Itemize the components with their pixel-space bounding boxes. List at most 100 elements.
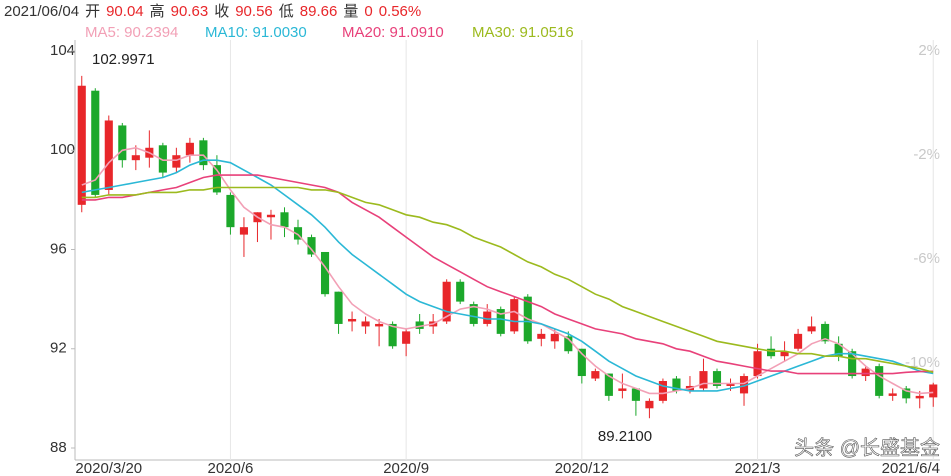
y2-tick-label: -2% bbox=[913, 146, 940, 163]
header-label: 2021/06/04 bbox=[4, 3, 79, 20]
y2-tick-label: -6% bbox=[913, 250, 940, 267]
y-tick-label: 92 bbox=[50, 340, 67, 357]
candle-body bbox=[118, 125, 127, 161]
x-tick-label: 2020/12 bbox=[555, 460, 609, 476]
candle-body bbox=[888, 393, 897, 396]
candle-body bbox=[307, 237, 316, 255]
watermark: 头条 @长盛基金 bbox=[794, 436, 940, 459]
x-tick-label: 2021/6/4 bbox=[882, 460, 940, 476]
legend-entry: MA10: 91.0030 bbox=[205, 24, 307, 41]
candle-body bbox=[780, 351, 789, 357]
y-tick-label: 88 bbox=[50, 439, 67, 456]
header-label: 低 bbox=[279, 3, 294, 20]
candle-body bbox=[280, 212, 289, 228]
y-tick-label: 104 bbox=[50, 42, 75, 59]
candle-body bbox=[212, 165, 221, 193]
y2-tick-label: 2% bbox=[918, 42, 940, 59]
candle-body bbox=[320, 251, 330, 295]
candle-body bbox=[104, 120, 113, 190]
header-label: 开 bbox=[85, 3, 100, 20]
candle-body bbox=[712, 371, 722, 386]
candle-body bbox=[794, 333, 803, 349]
ma-line bbox=[81, 174, 934, 375]
ma-line bbox=[81, 186, 934, 374]
candle-body bbox=[266, 214, 276, 218]
candle-body bbox=[902, 388, 911, 399]
candle-body bbox=[929, 384, 938, 398]
candle-body bbox=[861, 368, 870, 377]
candle-body bbox=[807, 326, 816, 332]
legend-entry: MA30: 91.0516 bbox=[472, 24, 574, 41]
candle-body bbox=[185, 142, 194, 156]
header: 2021/06/04 开 90.04 高 90.63 收 90.56 低 89.66 量 0 0.56… bbox=[4, 3, 421, 20]
x-tick-label: 2020/3/20 bbox=[75, 460, 142, 476]
candle-body bbox=[821, 323, 830, 342]
candle-body bbox=[361, 321, 370, 327]
candle-body bbox=[158, 145, 167, 173]
legend: MA5: 90.2394 MA10: 91.0030 MA20: 91.0910 MA… bbox=[85, 24, 574, 41]
candle-body bbox=[875, 366, 884, 396]
header-label: 收 bbox=[214, 3, 229, 20]
candle-body bbox=[550, 333, 559, 342]
candle-body bbox=[672, 378, 681, 391]
header-value: 89.66 bbox=[300, 3, 338, 20]
candle-body bbox=[77, 85, 86, 205]
candle-body bbox=[915, 395, 924, 399]
annotation: 102.9971 bbox=[92, 51, 155, 68]
candle-body bbox=[442, 281, 451, 322]
legend-entry: MA5: 90.2394 bbox=[85, 24, 178, 41]
y-tick-label: 100 bbox=[50, 141, 75, 158]
candle-body bbox=[537, 333, 546, 339]
header-value: 90.04 bbox=[106, 3, 144, 20]
candle-body bbox=[510, 299, 519, 332]
candle-body bbox=[631, 388, 640, 401]
candle-body bbox=[496, 309, 505, 334]
candle-body bbox=[577, 348, 586, 377]
candle-body bbox=[172, 155, 181, 168]
legend-entry: MA20: 91.0910 bbox=[342, 24, 444, 41]
header-value: 0 bbox=[364, 3, 372, 20]
candle-body bbox=[388, 323, 397, 347]
candle-body bbox=[739, 376, 749, 394]
candle-body bbox=[483, 311, 492, 324]
candle-body bbox=[726, 383, 735, 386]
candle-body bbox=[199, 140, 208, 166]
x-tick-label: 2020/9 bbox=[383, 460, 429, 476]
candle-body bbox=[239, 227, 248, 235]
candle-body bbox=[848, 351, 857, 377]
candle-body bbox=[131, 155, 140, 161]
candle-body bbox=[604, 373, 613, 396]
candle-body bbox=[645, 400, 654, 409]
candle-body bbox=[91, 90, 100, 195]
candle-body bbox=[415, 321, 424, 329]
ma-line bbox=[81, 159, 934, 392]
candle-body bbox=[591, 371, 600, 379]
y-tick-label: 96 bbox=[50, 240, 67, 257]
candle-body bbox=[564, 336, 573, 352]
candle-body bbox=[699, 371, 708, 389]
candle-body bbox=[375, 323, 384, 327]
header-label: 高 bbox=[150, 3, 165, 20]
candle-body bbox=[753, 351, 762, 377]
header-value: 0.56% bbox=[379, 3, 422, 20]
header-value: 90.56 bbox=[235, 3, 273, 20]
candle-body bbox=[348, 318, 357, 322]
annotation: 89.2100 bbox=[598, 428, 652, 445]
x-tick-label: 2021/3 bbox=[735, 460, 781, 476]
x-tick-label: 2020/6 bbox=[207, 460, 253, 476]
header-value: 90.63 bbox=[171, 3, 209, 20]
candle-body bbox=[226, 194, 235, 228]
candle-body bbox=[469, 304, 478, 324]
candle-body bbox=[334, 291, 343, 324]
ma-line bbox=[81, 146, 934, 395]
candle-body bbox=[402, 331, 411, 344]
header-label: 量 bbox=[343, 3, 358, 20]
candle-body bbox=[293, 227, 303, 240]
candle-body bbox=[834, 343, 843, 357]
candle-body bbox=[618, 388, 627, 391]
candle-body bbox=[767, 348, 776, 357]
candle-body bbox=[456, 281, 465, 302]
candle-body bbox=[658, 381, 667, 401]
